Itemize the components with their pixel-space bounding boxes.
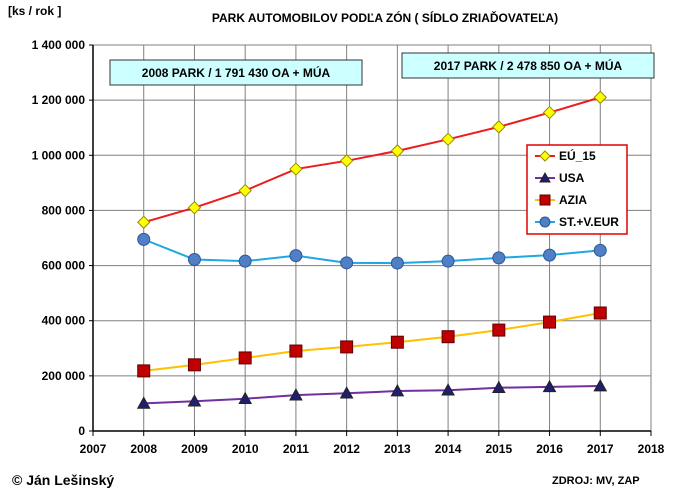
legend-marker — [539, 171, 551, 183]
data-point — [238, 391, 253, 405]
annotation-2008: 2008 PARK / 1 791 430 OA + MÚA — [109, 59, 363, 86]
legend-marker — [539, 216, 551, 228]
annotation-2017: 2017 PARK / 2 478 850 OA + MÚA — [401, 52, 655, 79]
data-point — [136, 396, 151, 409]
y-tick-label: 600 000 — [42, 259, 86, 273]
data-point — [492, 251, 506, 265]
annotation-2008-text: 2008 PARK / 1 791 430 OA + MÚA — [142, 65, 331, 80]
x-tick-label: 2012 — [333, 442, 360, 456]
x-tick-label: 2010 — [232, 442, 259, 456]
data-point — [238, 254, 252, 268]
data-point — [390, 144, 405, 158]
data-point — [137, 232, 151, 246]
series-2 — [137, 306, 607, 378]
gridlines — [92, 44, 652, 432]
legend-label: ST.+V.EUR — [559, 215, 619, 229]
data-point — [289, 388, 303, 401]
data-point — [492, 120, 506, 134]
data-point — [238, 351, 252, 365]
legend-marker — [539, 194, 551, 206]
data-point — [543, 248, 557, 262]
x-tick-label: 2011 — [283, 442, 309, 456]
series-line — [143, 238, 601, 265]
copyright: © Ján Lešinský — [12, 472, 115, 488]
series-layer — [136, 90, 608, 409]
data-point — [441, 254, 455, 268]
x-tick-label: 2017 — [587, 442, 614, 456]
data-point — [593, 243, 607, 257]
data-point — [593, 379, 608, 392]
data-point — [339, 386, 354, 399]
series-line — [143, 312, 601, 372]
x-tick-label: 2013 — [384, 442, 411, 456]
series-0 — [137, 90, 607, 229]
chart-title: PARK AUTOMOBILOV PODĽA ZÓN ( SÍDLO ZRIAĎ… — [212, 10, 558, 25]
data-point — [390, 383, 405, 397]
data-point — [441, 330, 455, 344]
data-point — [441, 383, 455, 396]
legend-label: USA — [559, 171, 585, 185]
annotation-2017-text: 2017 PARK / 2 478 850 OA + MÚA — [434, 58, 623, 73]
data-point — [441, 132, 455, 147]
data-point — [492, 323, 506, 337]
data-point — [340, 340, 354, 354]
y-tick-label: 1 200 000 — [32, 93, 86, 107]
y-tick-label: 200 000 — [42, 369, 86, 383]
data-point — [137, 364, 151, 378]
x-tick-label: 2009 — [181, 442, 208, 456]
data-point — [289, 162, 303, 176]
y-tick-label: 400 000 — [42, 314, 86, 328]
data-point — [238, 183, 252, 198]
data-point — [187, 200, 202, 215]
data-point — [289, 249, 303, 263]
x-tick-label: 2015 — [485, 442, 512, 456]
x-tick-label: 2014 — [435, 442, 462, 456]
data-point — [187, 253, 201, 267]
y-axis-label: [ks / rok ] — [8, 4, 61, 18]
source: ZDROJ: MV, ZAP — [552, 475, 640, 487]
axes: 0 200 000 400 000 600 000 800 000 1 000 000 1 … — [32, 38, 665, 456]
data-point — [390, 335, 404, 349]
legend-marker — [539, 150, 551, 162]
data-point — [340, 256, 354, 270]
legend: EÚ_15 USA AZIA ST.+V.EUR — [526, 144, 628, 235]
legend-label: EÚ_15 — [559, 148, 596, 163]
legend-label: AZIA — [559, 193, 587, 207]
data-point — [593, 306, 607, 320]
y-tick-label: 0 — [78, 424, 85, 438]
x-tick-label: 2008 — [130, 442, 157, 456]
data-point — [543, 315, 557, 329]
plot-area — [92, 44, 652, 432]
y-tick-label: 800 000 — [42, 203, 86, 217]
x-tick-label: 2007 — [80, 442, 107, 456]
data-point — [339, 154, 354, 168]
data-point — [137, 215, 151, 229]
data-point — [491, 380, 506, 394]
data-point — [542, 379, 557, 393]
data-point — [593, 90, 607, 105]
data-point — [542, 105, 557, 120]
y-tick-label: 1 000 000 — [32, 148, 86, 162]
series-3 — [137, 232, 607, 270]
y-tick-label: 1 400 000 — [32, 38, 86, 52]
data-point — [390, 256, 404, 270]
series-line — [143, 96, 601, 224]
data-point — [289, 344, 303, 358]
series-1 — [136, 379, 608, 409]
series-line — [143, 385, 601, 405]
data-point — [187, 394, 202, 407]
x-tick-label: 2018 — [638, 442, 665, 456]
x-tick-label: 2016 — [536, 442, 563, 456]
data-point — [187, 358, 201, 372]
